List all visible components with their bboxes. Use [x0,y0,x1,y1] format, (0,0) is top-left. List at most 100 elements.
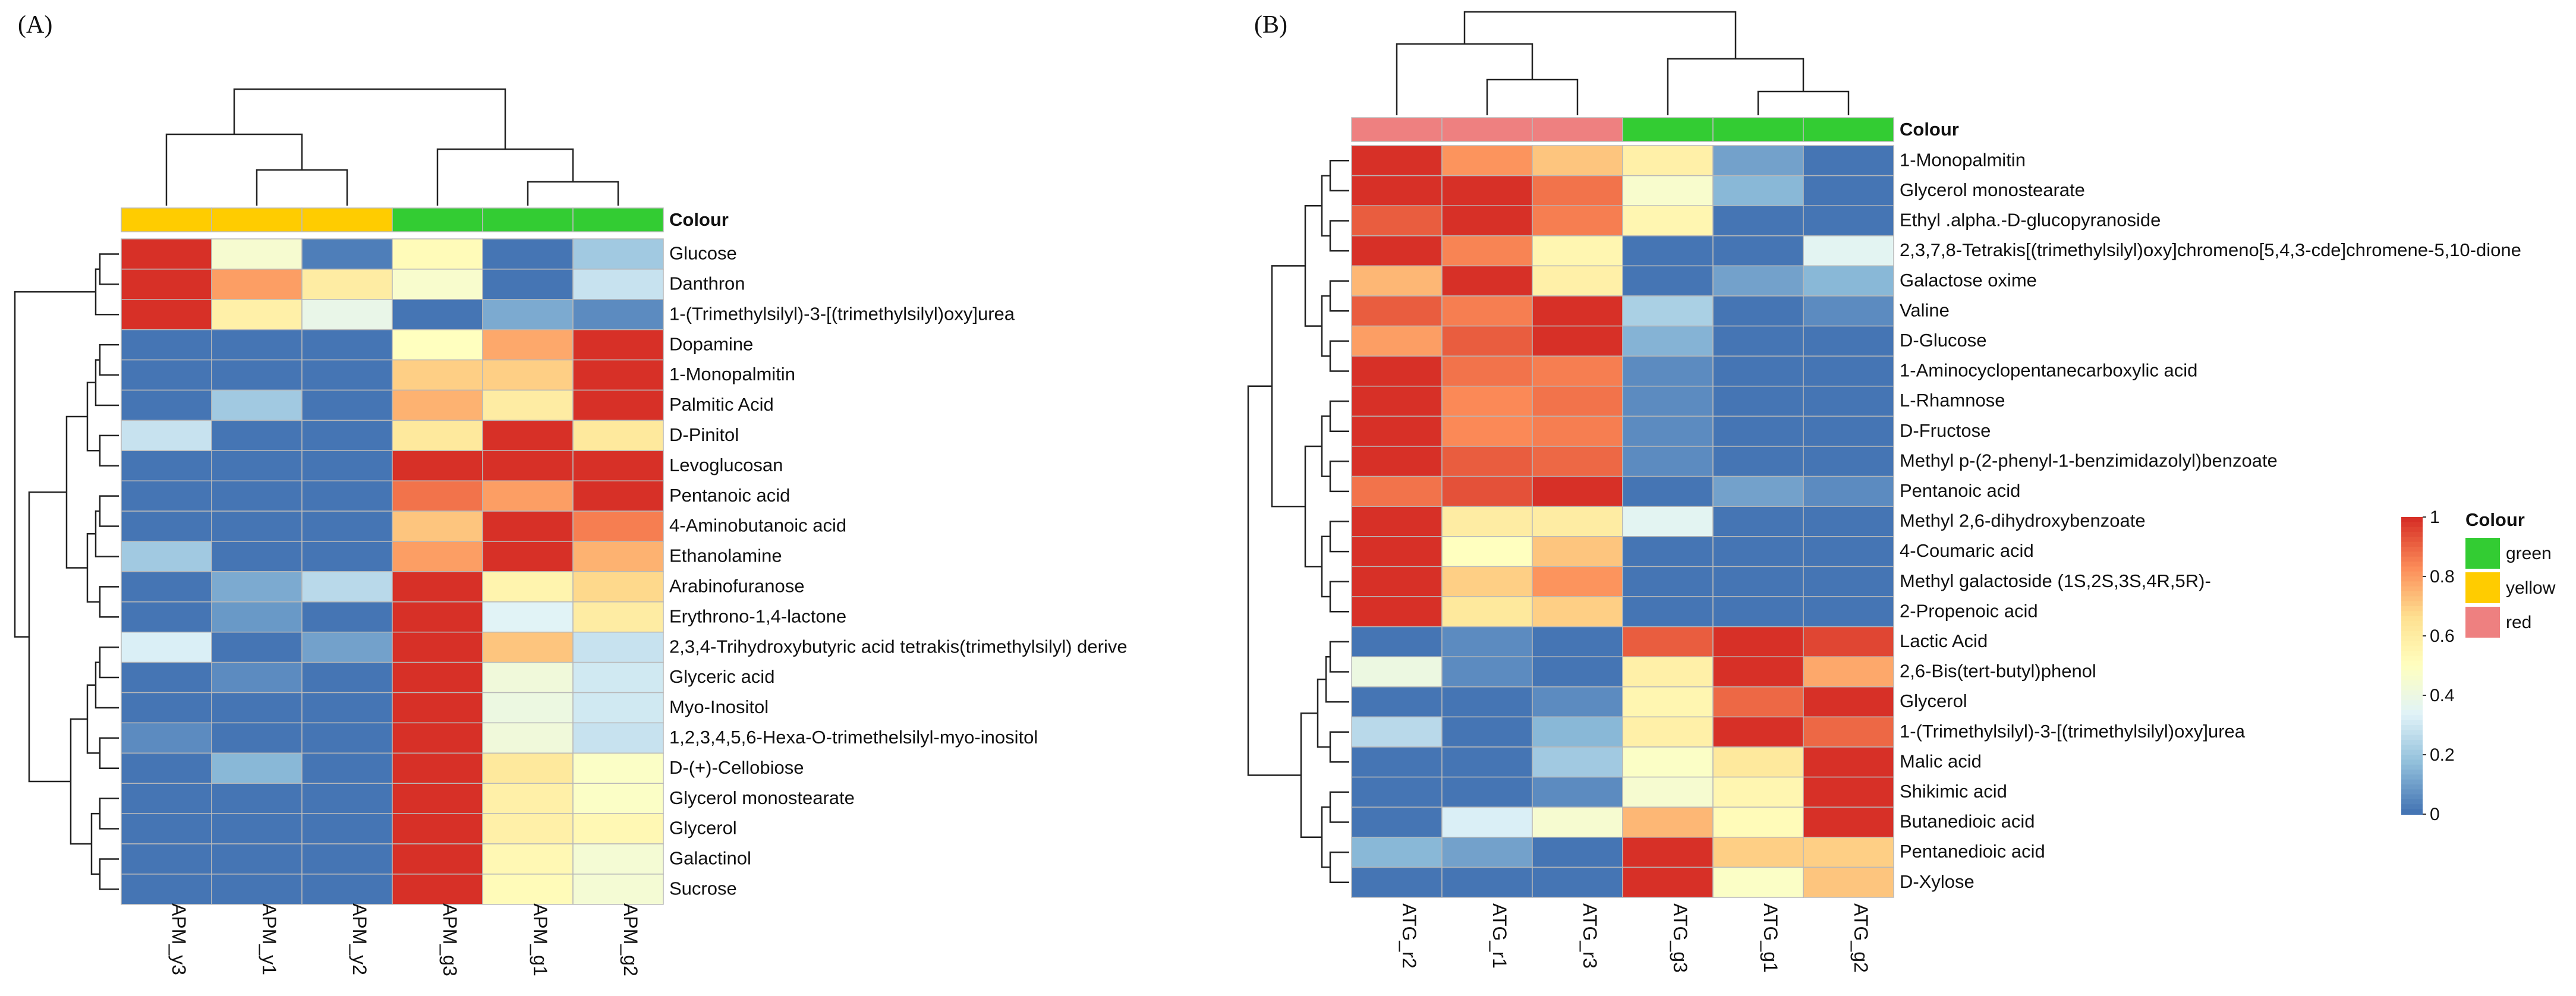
heatmap-cell [1803,175,1894,206]
heatmap-cell [1351,506,1443,537]
annotation-cell [482,207,574,232]
heatmap-cell [392,359,483,391]
heatmap-cell [1351,566,1443,597]
column-label: APM_y2 [349,903,370,975]
colorbar-segment [2401,621,2423,627]
colorbar-tick-label: 0 [2430,805,2440,824]
heatmap-cell [301,692,393,724]
heatmap-cell [1622,566,1714,597]
column-dendrogram [1396,11,1850,115]
heatmap-cell [392,783,483,814]
heatmap-cell [1441,536,1533,568]
heatmap-cell [1351,866,1443,898]
heatmap-cell [392,480,483,512]
heatmap-cell [121,843,212,875]
colorbar-segment [2401,700,2423,706]
heatmap-cell [1712,355,1804,387]
heatmap-cell [301,420,393,452]
heatmap-cell [572,329,664,361]
heatmap-cell [211,238,303,270]
heatmap-cell [121,722,212,754]
colorbar-segment [2401,710,2423,716]
colorbar-segment [2401,655,2423,661]
heatmap-cell [211,510,303,542]
heatmap-cell [1622,325,1714,357]
heatmap-cell [1441,866,1533,898]
heatmap-cell [1532,866,1623,898]
colorbar-segment [2401,720,2423,726]
colorbar-segment [2401,562,2423,568]
heatmap-cell [301,661,393,694]
heatmap-cell [121,359,212,391]
heatmap-cell [1712,446,1804,477]
row-label: Shikimic acid [1900,781,2007,802]
heatmap-cell [482,359,574,391]
heatmap-cell [482,722,574,754]
heatmap-cell [1803,145,1894,176]
heatmap-cell [482,571,574,603]
heatmap-cell [482,631,574,663]
heatmap-cell [211,752,303,784]
heatmap-cell [392,813,483,844]
annotation-cell [1532,117,1623,142]
colorbar-segment [2401,784,2423,790]
heatmap-cell [301,722,393,754]
heatmap-cell [1532,686,1623,718]
heatmap-cell [482,783,574,814]
dendro-branch [99,858,119,890]
heatmap-cell [1441,506,1533,537]
colorbar-segment [2401,755,2423,761]
colorbar-segment [2401,685,2423,691]
colorbar-segment [2401,606,2423,612]
heatmap-cell [301,510,393,542]
colorbar-segment [2401,789,2423,795]
heatmap-cell [1351,235,1443,267]
legend-title: Colour [2465,509,2525,530]
heatmap-cell [1532,205,1623,237]
heatmap-cell [1532,265,1623,297]
dendro-branch [1757,90,1850,115]
heatmap-cell [482,874,574,905]
dendro-branch [14,291,96,638]
dendro-branch [1321,175,1330,237]
column-label: ATG_r1 [1489,903,1510,969]
heatmap-cell [1803,235,1894,267]
heatmap-cell [211,450,303,481]
heatmap-cell [1803,746,1894,778]
dendro-branch [99,253,119,285]
colorbar-segment [2401,666,2423,672]
heatmap-cell [211,480,303,512]
heatmap-cell [1441,686,1533,718]
heatmap-cell [1712,626,1804,657]
heatmap-cell [1622,536,1714,568]
column-label: APM_g2 [620,903,641,976]
row-label: D-Glucose [1900,330,1986,351]
row-label: Glycerol monostearate [669,787,855,808]
heatmap-cell [301,541,393,572]
dendro-branch [70,718,92,845]
colorbar-segment [2401,596,2423,602]
heatmap-cell [1712,175,1804,206]
row-label: Pentanoic acid [1900,480,2020,501]
colorbar-segment [2401,641,2423,647]
heatmap-cell [482,269,574,300]
heatmap-cell [1532,776,1623,808]
row-label: D-Fructose [1900,420,1991,441]
heatmap-cell [1622,626,1714,657]
heatmap-cell [572,389,664,421]
group-legend: Colour green yellow red [2465,509,2556,638]
colorbar-segment [2401,690,2423,696]
heatmap-cell [1622,746,1714,778]
heatmap-cell [1712,596,1804,628]
dendro-branch [86,684,100,754]
colorbar-segment [2401,601,2423,607]
annotation-cell [392,207,483,232]
heatmap-cell [1351,806,1443,838]
colorbar-segment [2401,586,2423,592]
heatmap-cell [121,269,212,300]
row-label: 1,2,3,4,5,6-Hexa-O-trimethelsilyl-myo-in… [669,727,1038,748]
heatmap-cell [392,420,483,452]
heatmap-cell [1712,145,1804,176]
heatmap-cell [1712,265,1804,297]
heatmap-cell [572,359,664,391]
